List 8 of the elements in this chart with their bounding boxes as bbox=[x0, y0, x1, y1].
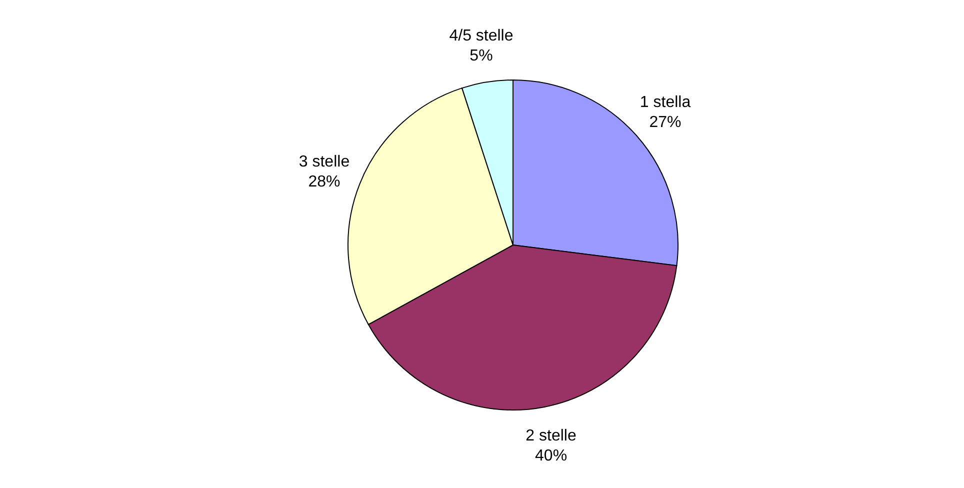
slice-label: 3 stelle bbox=[298, 153, 350, 170]
data-label: 28% bbox=[308, 173, 340, 190]
data-label: 5% bbox=[470, 48, 493, 64]
slice-label: 2 stelle bbox=[526, 427, 576, 444]
data-label: 27% bbox=[649, 114, 682, 131]
slice-label: 1 stella bbox=[640, 94, 691, 111]
slice-label: 4/5 stelle bbox=[449, 28, 514, 44]
data-label: 40% bbox=[535, 447, 568, 464]
